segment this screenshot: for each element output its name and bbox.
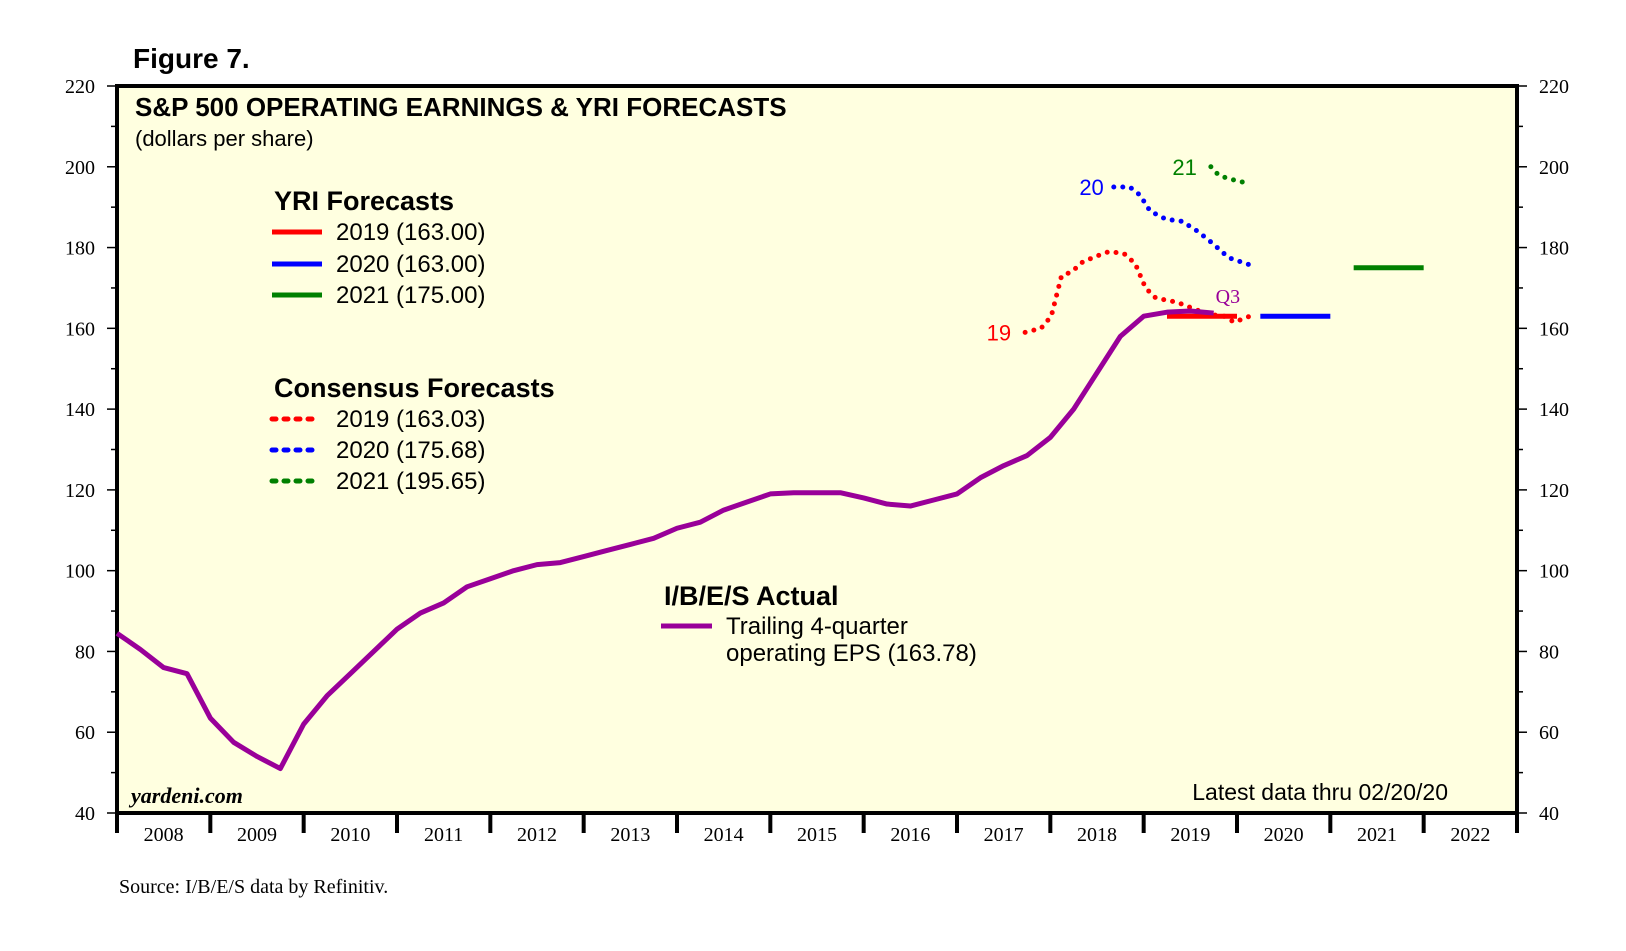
legend-actual-header: I/B/E/S Actual — [664, 581, 839, 611]
y-tick-label-left: 140 — [65, 399, 95, 421]
x-tick-label: 2011 — [424, 824, 463, 846]
x-tick-label: 2015 — [797, 824, 837, 846]
consensus-2021-line — [1208, 164, 1253, 187]
x-tick-label: 2017 — [984, 824, 1024, 846]
y-tick-label-right: 60 — [1539, 722, 1559, 744]
x-tick-label: 2012 — [517, 824, 557, 846]
y-tick-label-right: 160 — [1539, 318, 1569, 340]
actual-eps-line — [115, 308, 1214, 772]
y-tick-label-right: 100 — [1539, 561, 1569, 583]
consensus-2020-line — [1111, 184, 1253, 268]
legend-yri-2019: 2019 (163.00) — [336, 219, 485, 246]
legend-consensus-2020: 2020 (175.68) — [336, 437, 485, 464]
y-tick-label-left: 220 — [65, 76, 95, 98]
legend-yri-2020: 2020 (163.00) — [336, 251, 485, 278]
x-tick-label: 2020 — [1264, 824, 1304, 846]
latest-data-note: Latest data thru 02/20/20 — [1192, 779, 1448, 805]
y-tick-label-left: 60 — [75, 722, 95, 744]
y-tick-label-right: 80 — [1539, 641, 1559, 663]
legend-actual-line1: Trailing 4-quarter — [726, 613, 908, 640]
consensus-2020-label: 20 — [1079, 175, 1103, 200]
consensus-2019-line — [1022, 249, 1253, 335]
consensus-2021-label: 21 — [1172, 155, 1196, 180]
chart-title: S&P 500 OPERATING EARNINGS & YRI FORECAS… — [135, 92, 787, 122]
x-tick-label: 2008 — [144, 824, 184, 846]
x-tick-label: 2013 — [610, 824, 650, 846]
plot-area — [115, 84, 1519, 815]
y-tick-label-right: 120 — [1539, 480, 1569, 502]
x-tick-label: 2021 — [1357, 824, 1397, 846]
x-tick-label: 2018 — [1077, 824, 1117, 846]
x-tick-label: 2010 — [330, 824, 370, 846]
y-tick-label-left: 100 — [65, 561, 95, 583]
y-tick-label-left: 180 — [65, 238, 95, 260]
y-tick-label-right: 180 — [1539, 238, 1569, 260]
x-tick-label: 2019 — [1170, 824, 1210, 846]
y-tick-label-left: 120 — [65, 480, 95, 502]
q3-annotation: Q3 — [1216, 286, 1240, 308]
y-tick-label-right: 40 — [1539, 803, 1559, 825]
y-tick-label-right: 140 — [1539, 399, 1569, 421]
legend-consensus-header: Consensus Forecasts — [274, 373, 555, 403]
series-group: 19 20 21 Q3 — [115, 155, 1424, 772]
figure-label: Figure 7. — [133, 43, 250, 74]
y-tick-label-left: 160 — [65, 318, 95, 340]
y-tick-label-left: 40 — [75, 803, 95, 825]
y-tick-label-left: 80 — [75, 641, 95, 663]
legend-yri-header: YRI Forecasts — [274, 186, 454, 216]
legend: YRI Forecasts 2019 (163.00) 2020 (163.00… — [269, 186, 977, 667]
axes: 40 40 60 60 80 80 100 100 120 120 140 140 160 160 180 1… — [65, 76, 1569, 846]
x-tick-label: 2009 — [237, 824, 277, 846]
source-note: Source: I/B/E/S data by Refinitiv. — [119, 876, 388, 898]
legend-actual-line2: operating EPS (163.78) — [726, 640, 977, 667]
consensus-2019-label: 19 — [987, 320, 1011, 345]
legend-consensus-2019: 2019 (163.03) — [336, 406, 485, 433]
x-tick-label: 2022 — [1450, 824, 1490, 846]
watermark: yardeni.com — [128, 783, 243, 808]
y-tick-label-right: 200 — [1539, 157, 1569, 179]
x-tick-label: 2014 — [704, 824, 744, 846]
y-tick-label-left: 200 — [65, 157, 95, 179]
legend-yri-2021: 2021 (175.00) — [336, 282, 485, 309]
y-tick-label-right: 220 — [1539, 76, 1569, 98]
x-tick-label: 2016 — [890, 824, 930, 846]
legend-consensus-2021: 2021 (195.65) — [336, 468, 485, 495]
chart-subtitle: (dollars per share) — [135, 126, 314, 151]
